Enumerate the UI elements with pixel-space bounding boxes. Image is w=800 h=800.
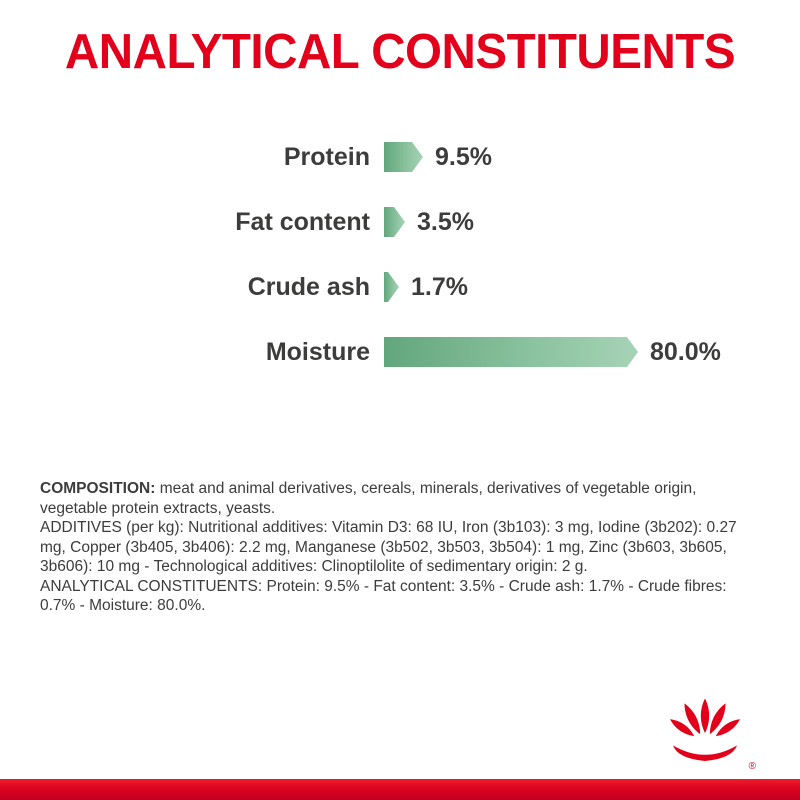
constituent-label: Crude ash	[247, 272, 370, 301]
registered-trademark: ®	[748, 761, 756, 772]
page-title: ANALYTICAL CONSTITUENTS	[64, 25, 736, 79]
constituent-value: 9.5%	[435, 142, 492, 171]
constituent-bar	[384, 272, 399, 302]
chart-row: Fat content 3.5%	[0, 207, 800, 237]
constituent-bar	[384, 337, 638, 367]
constituent-value: 80.0%	[650, 337, 721, 366]
composition-paragraph: COMPOSITION: meat and animal derivatives…	[40, 479, 764, 518]
additives-paragraph: ADDITIVES (per kg): Nutritional additive…	[40, 519, 737, 576]
constituent-label: Moisture	[265, 337, 370, 366]
analytical-paragraph: ANALYTICAL CONSTITUENTS: Protein: 9.5% -…	[40, 577, 727, 615]
analytical-constituents-chart: Protein 9.5% Fat content 3.5% Crude ash 1.7% M…	[0, 142, 800, 367]
royal-canin-crown-icon: ®	[662, 696, 756, 772]
constituent-value: 3.5%	[417, 207, 474, 236]
chart-row: Protein 9.5%	[0, 142, 800, 172]
footer-red-bar	[0, 779, 800, 800]
constituent-label: Protein	[283, 142, 370, 171]
chart-row: Moisture 80.0%	[0, 337, 800, 367]
composition-heading: COMPOSITION:	[40, 480, 156, 497]
chart-row: Crude ash 1.7%	[0, 272, 800, 302]
constituent-bar	[384, 142, 423, 172]
constituent-bar	[384, 207, 405, 237]
constituent-value: 1.7%	[411, 272, 468, 301]
composition-info-block: COMPOSITION: meat and animal derivatives…	[40, 479, 764, 616]
constituent-label: Fat content	[235, 207, 370, 236]
composition-body: meat and animal derivatives, cereals, mi…	[40, 480, 697, 517]
